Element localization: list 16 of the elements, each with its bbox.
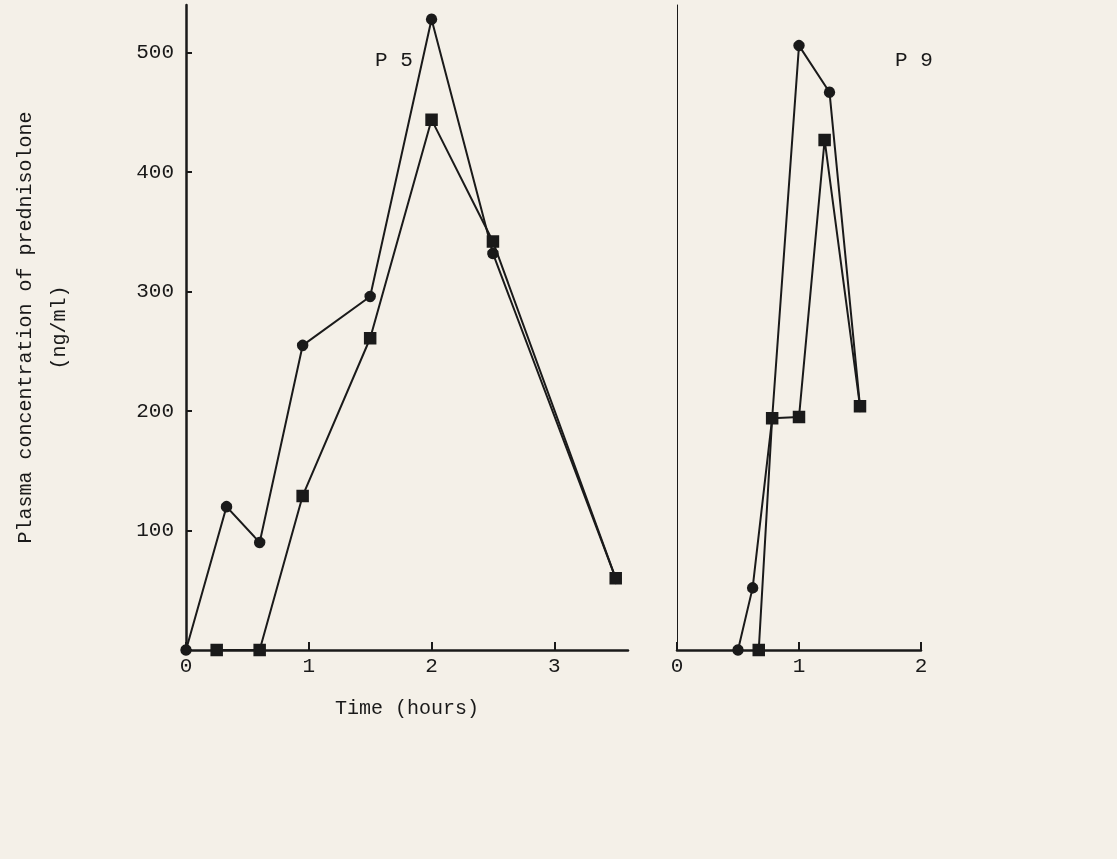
y-tick-label: 400 — [136, 160, 174, 184]
x-tick-label: 1 — [302, 655, 316, 678]
x-tick-label: 2 — [914, 655, 928, 678]
x-axis-title: Time (hours) — [334, 696, 480, 720]
y-tick-label: 200 — [136, 399, 174, 423]
text: P 9 — [895, 49, 933, 72]
x-tick-label: 2 — [425, 655, 438, 678]
text: P 5 — [375, 49, 413, 72]
x-tick-label: 0 — [670, 655, 684, 678]
x-tick-label: 1 — [792, 655, 806, 678]
x-tick-label: 0 — [179, 655, 193, 678]
y-tick-label: 500 — [136, 41, 174, 65]
y-tick-label: 100 — [136, 519, 174, 543]
x-tick-label: 3 — [548, 655, 561, 678]
y-axis-title: Plasma concentration of prednisolone (ng/ml) — [13, 111, 71, 544]
y-tick-label: 300 — [136, 280, 174, 304]
